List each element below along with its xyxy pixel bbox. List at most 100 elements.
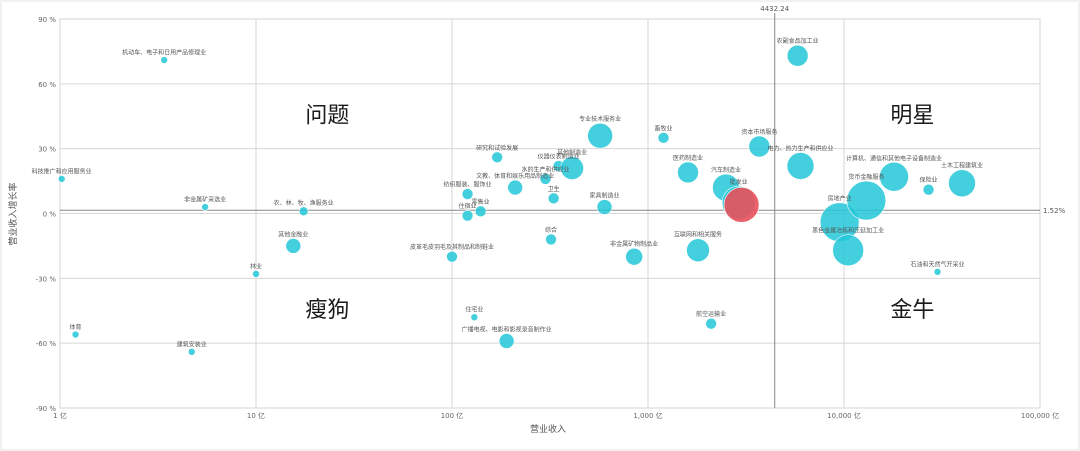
x-tick-label: 1 亿 (53, 411, 67, 420)
bubble (625, 247, 643, 266)
bubble (498, 333, 515, 349)
bubble-label: 畜牧业 (655, 124, 673, 132)
bubble-label: 航空运输业 (696, 310, 726, 318)
bubble-label: 医药制造业 (673, 154, 703, 162)
bubble (539, 173, 552, 185)
bubble-label: 货币金融服务 (848, 173, 884, 181)
bubble (846, 180, 887, 221)
bubble-label: 水的生产和供应业 (522, 165, 570, 173)
bubble (879, 161, 909, 192)
bubble (57, 175, 66, 183)
bubble-label: 机动车、电子和日用产品修理业 (122, 49, 206, 57)
bubble (298, 206, 309, 217)
bubble (201, 203, 209, 211)
bubble-label: 资本市场服务 (741, 128, 777, 136)
bubble-label: 文教、体育和娱乐用品制造业 (476, 172, 554, 180)
bubble (446, 250, 458, 263)
x-tick-label: 10,000 亿 (827, 411, 861, 420)
y-tick-label: 60 % (38, 81, 56, 89)
quadrant-label-top-right: 明星 (890, 104, 934, 129)
bubble-label: 广播电视、电影和影视录音制作业 (462, 326, 552, 334)
bubble (677, 161, 699, 184)
x-tick-label: 1,000 亿 (633, 411, 662, 420)
y-reference-label: 1.52% (1043, 207, 1066, 215)
bubble (748, 135, 771, 158)
bubble (657, 132, 670, 144)
bubble-label: 体育 (70, 323, 82, 331)
bubble (545, 233, 557, 246)
bubble (160, 56, 168, 64)
y-tick-label: 90 % (38, 16, 56, 24)
x-reference-label: 4432.24 (760, 5, 789, 13)
bubble-label: 皮革毛皮羽毛及其制品和制鞋业 (410, 243, 494, 251)
bubble-label: 综合 (545, 226, 557, 234)
bubble-label: 仪器仪表制造业 (538, 152, 580, 160)
x-tick-label: 100,000 亿 (1021, 411, 1059, 420)
bubble (832, 234, 864, 267)
quadrant-label-bottom-right: 金牛 (890, 298, 934, 323)
x-tick-label: 100 亿 (441, 411, 464, 420)
bubble (547, 192, 560, 205)
bubble-label: 互联网和相关服务 (674, 231, 722, 239)
y-tick-label: 30 % (38, 146, 56, 154)
bubble-label: 房地产业 (828, 195, 852, 203)
bubble-label: 保险业 (920, 176, 938, 184)
highlight-bubble (723, 187, 760, 223)
y-tick-label: -30 % (36, 275, 57, 283)
bubble (252, 270, 260, 278)
bubble-label: 其他制造业 (557, 149, 587, 157)
bubble-label: 汽车制造业 (711, 166, 741, 174)
bubble (596, 199, 613, 215)
x-tick-label: 10 亿 (247, 411, 265, 420)
bubble (705, 317, 717, 330)
y-tick-label: -60 % (36, 340, 57, 348)
bubble (474, 205, 487, 218)
bubble (786, 44, 809, 67)
bubble (560, 156, 584, 180)
bubble (470, 313, 479, 322)
bubble-label: 电力、热力生产和供应业 (768, 144, 834, 152)
axis-ticks: 1 亿 10 亿 100 亿 1,000 亿 10,000 亿 100,000 亿 90 %… (36, 16, 1059, 420)
bubble-label: 专业技术服务业 (579, 115, 621, 123)
y-tick-label: 0 % (43, 211, 57, 219)
bubble (507, 179, 523, 196)
y-tick-label: -90 % (36, 405, 57, 413)
bubble-label: 批发业 (730, 178, 748, 186)
quadrant-label-top-left: 问题 (305, 104, 349, 129)
bubble (285, 238, 302, 254)
bubble-label: 科技推广和应用服务业 (32, 167, 92, 175)
bubble-label: 非金属矿物制品业 (610, 240, 658, 248)
bubble (933, 268, 942, 276)
y-axis-title: 营业收入增长率 (7, 182, 19, 245)
bubble-label: 林业 (250, 263, 262, 271)
bubble (491, 151, 503, 164)
bubble-label: 住宿业 (459, 202, 477, 210)
quadrant-label-bottom-left: 瘦狗 (305, 298, 349, 323)
bubble-layer (57, 44, 976, 356)
bubble-label: 纺织服装、服饰业 (444, 181, 492, 189)
bubble (948, 169, 976, 198)
bubble-label: 农、林、牧、渔服务业 (274, 199, 334, 207)
bubble (587, 122, 613, 149)
bubble (71, 330, 80, 339)
bubble-label: 其他金融业 (278, 230, 308, 238)
bubble (461, 188, 474, 200)
bubble-label: 石油和天然气开采业 (911, 260, 965, 268)
bubble-label: 住宅业 (465, 306, 483, 314)
bubble-label: 研究和试验发展 (476, 144, 518, 152)
bubble-label: 家具制造业 (590, 192, 620, 200)
bubble-label: 建筑安装业 (177, 340, 207, 348)
x-axis-title: 营业收入 (530, 423, 566, 435)
bubble-label: 非金属矿采选业 (184, 196, 226, 204)
bubble-label: 卫生 (548, 185, 560, 193)
bubble-label: 黑色金属冶炼和压延加工业 (812, 227, 884, 235)
bubble (922, 183, 935, 196)
bubble (187, 348, 196, 356)
bubble-label: 农副食品加工业 (777, 37, 819, 45)
bubble-label: 计算机、通信和其他电子设备制造业 (846, 154, 942, 162)
